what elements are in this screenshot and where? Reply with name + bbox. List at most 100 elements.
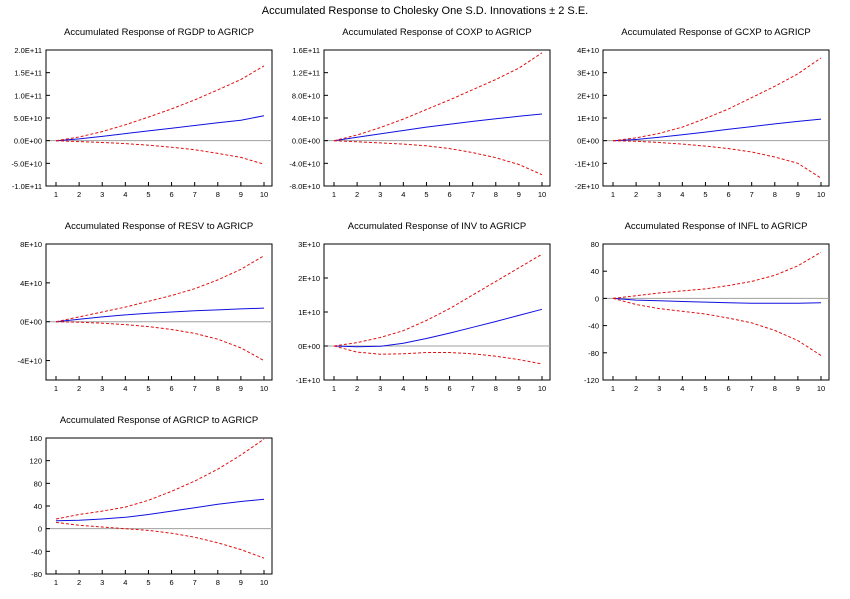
x-tick-label: 2: [634, 384, 638, 393]
y-tick-label: 120: [29, 457, 42, 466]
irf-panel-1: Accumulated Response of RGDP to AGRICP -1…: [11, 27, 273, 199]
x-tick-label: 10: [260, 190, 268, 199]
x-tick-label: 2: [77, 190, 81, 199]
x-tick-label: 4: [123, 578, 127, 587]
x-tick-label: 10: [260, 384, 268, 393]
plot-frame: [323, 243, 551, 381]
y-tick-label: 8.0E+10: [292, 91, 320, 100]
y-tick-label: 0.0E+00: [292, 137, 320, 146]
x-tick-label: 2: [355, 384, 359, 393]
x-tick-label: 1: [54, 384, 58, 393]
plot-frame: [45, 437, 273, 575]
x-tick-label: 5: [146, 190, 150, 199]
y-tick-label: -8.0E+10: [289, 182, 320, 191]
x-tick-label: 3: [100, 578, 104, 587]
x-tick-label: 4: [680, 190, 684, 199]
upper-band-line: [55, 65, 265, 142]
figure-title: Accumulated Response to Cholesky One S.D…: [261, 5, 589, 17]
x-tick-label: 2: [355, 190, 359, 199]
y-tick-label: 1E+10: [298, 308, 320, 317]
x-tick-label: 10: [817, 384, 825, 393]
x-tick-label: 1: [54, 190, 58, 199]
y-tick-label: 2E+10: [577, 91, 599, 100]
y-tick-label: 1.5E+11: [14, 69, 42, 78]
y-tick-label: 40: [591, 267, 599, 276]
response-line: [612, 297, 822, 304]
x-tick-label: 7: [193, 578, 197, 587]
x-tick-label: 9: [517, 190, 521, 199]
x-tick-label: 3: [657, 384, 661, 393]
x-tick-label: 4: [680, 384, 684, 393]
y-tick-label: -2E+10: [575, 182, 599, 191]
panel-title: Accumulated Response of INV to AGRICP: [348, 221, 526, 232]
y-tick-label: 5.0E+10: [14, 114, 42, 123]
response-line: [55, 498, 265, 522]
y-tick-label: 1.2E+11: [292, 69, 320, 78]
y-tick-label: -4E+10: [18, 357, 42, 366]
panel-title: Accumulated Response of GCXP to AGRICP: [621, 27, 810, 38]
x-tick-label: 3: [657, 190, 661, 199]
x-tick-label: 4: [123, 384, 127, 393]
x-tick-label: 1: [332, 190, 336, 199]
y-tick-label: 2.0E+11: [14, 46, 42, 55]
y-tick-label: -80: [31, 570, 42, 579]
irf-panel-4: Accumulated Response of RESV to AGRICP -4…: [18, 221, 273, 393]
x-tick-label: 10: [538, 384, 546, 393]
y-tick-label: -1.0E+11: [12, 182, 42, 191]
irf-panel-7: Accumulated Response of AGRICP to AGRICP…: [29, 415, 273, 587]
y-tick-label: 3E+10: [577, 69, 599, 78]
plot-frame: [45, 243, 273, 381]
upper-band-line: [333, 52, 543, 142]
x-tick-label: 8: [216, 384, 220, 393]
x-tick-label: 3: [378, 384, 382, 393]
upper-band-line: [333, 253, 543, 347]
x-tick-label: 5: [703, 384, 707, 393]
irf-panel-5: Accumulated Response of INV to AGRICP -1E…: [296, 221, 551, 393]
x-tick-label: 7: [750, 190, 754, 199]
x-tick-label: 2: [77, 578, 81, 587]
y-tick-label: 1.0E+11: [14, 91, 42, 100]
x-tick-label: 5: [424, 384, 428, 393]
x-tick-label: 6: [447, 384, 451, 393]
x-tick-label: 6: [726, 190, 730, 199]
x-tick-label: 6: [726, 384, 730, 393]
y-tick-label: -4.0E+10: [289, 159, 320, 168]
x-tick-label: 10: [817, 190, 825, 199]
lower-band-line: [333, 345, 543, 365]
y-tick-label: -5.0E+10: [11, 159, 42, 168]
y-tick-label: 1.6E+11: [292, 46, 320, 55]
x-tick-label: 6: [169, 190, 173, 199]
x-tick-label: 4: [401, 190, 405, 199]
x-tick-label: 6: [169, 578, 173, 587]
y-tick-label: -40: [31, 547, 42, 556]
irf-panel-3: Accumulated Response of GCXP to AGRICP -2…: [575, 27, 830, 199]
x-tick-label: 8: [216, 578, 220, 587]
y-tick-label: 1E+10: [577, 114, 599, 123]
x-tick-label: 5: [146, 578, 150, 587]
plot-frame: [45, 49, 273, 187]
lower-band-line: [612, 140, 822, 179]
y-tick-label: -1E+10: [296, 376, 320, 385]
y-tick-label: 40: [34, 502, 42, 511]
y-tick-label: 2E+10: [298, 274, 320, 283]
y-tick-label: 0E+00: [577, 137, 599, 146]
y-tick-label: -120: [584, 376, 599, 385]
y-tick-label: -80: [588, 349, 599, 358]
x-tick-label: 3: [378, 190, 382, 199]
lower-band-line: [612, 297, 822, 356]
lower-band-line: [55, 140, 265, 165]
x-tick-label: 9: [796, 190, 800, 199]
x-tick-label: 10: [538, 190, 546, 199]
x-tick-label: 1: [54, 578, 58, 587]
x-tick-label: 6: [169, 384, 173, 393]
panel-title: Accumulated Response of COXP to AGRICP: [342, 27, 531, 38]
x-tick-label: 7: [750, 384, 754, 393]
lower-band-line: [55, 321, 265, 362]
x-tick-label: 8: [494, 384, 498, 393]
upper-band-line: [55, 255, 265, 323]
x-tick-label: 4: [401, 384, 405, 393]
irf-panel-2: Accumulated Response of COXP to AGRICP -8…: [289, 27, 551, 199]
y-tick-label: 0: [38, 525, 42, 534]
x-tick-label: 3: [100, 384, 104, 393]
